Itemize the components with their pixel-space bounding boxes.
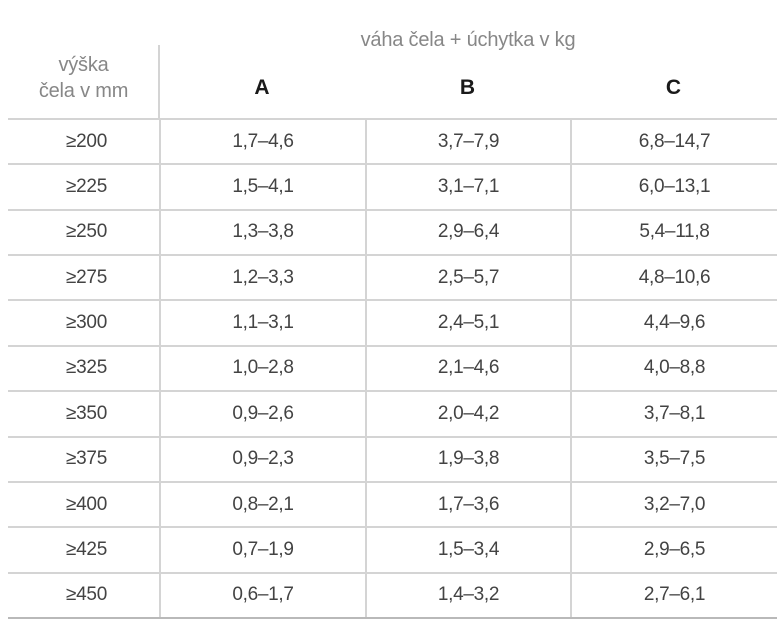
table-row: ≥200 1,7–4,6 3,7–7,9 6,8–14,7 [8, 120, 777, 166]
row-height-label: ≥275 [66, 266, 107, 288]
weight-range-cell: 0,9–2,3 [159, 437, 365, 481]
weight-range-cell: 5,4–11,8 [570, 210, 777, 255]
column-header-b: B [459, 76, 476, 99]
weight-range-cell: 3,7–8,1 [570, 392, 777, 436]
row-header-line2: čela v mm [38, 80, 129, 102]
table-row: ≥375 0,9–2,3 1,9–3,8 3,5–7,5 [8, 437, 777, 483]
row-height-label: ≥425 [66, 538, 107, 560]
weight-range-cell: 3,2–7,0 [570, 482, 777, 527]
row-header-title: výška čela v mm [8, 0, 159, 118]
row-height-label: ≥375 [66, 448, 107, 470]
table-row: ≥450 0,6–1,7 1,4–3,2 2,7–6,1 [8, 573, 777, 619]
row-header-line1: výška [58, 54, 109, 76]
row-height-label: ≥250 [66, 221, 107, 243]
weight-range-cell: 1,9–3,8 [365, 437, 570, 481]
group-header-title: váha čela + úchytka v kg [360, 29, 576, 51]
weight-range-cell: 2,1–4,6 [365, 346, 570, 391]
table-row: ≥400 0,8–2,1 1,7–3,6 3,2–7,0 [8, 482, 777, 529]
column-header-c: C [665, 76, 682, 99]
table-header: výška čela v mm váha čela + úchytka v kg… [8, 0, 777, 118]
weight-range-cell: 1,3–3,8 [159, 210, 365, 255]
row-height-label: ≥325 [66, 357, 107, 379]
weight-range-cell: 4,8–10,6 [570, 256, 777, 300]
weight-range-cell: 1,5–3,4 [365, 528, 570, 572]
column-group-area: váha čela + úchytka v kg A B C [159, 0, 777, 118]
weight-range-cell: 2,9–6,4 [365, 210, 570, 255]
weight-range-cell: 2,0–4,2 [365, 392, 570, 436]
row-height-label: ≥225 [66, 176, 107, 198]
weight-range-cell: 3,1–7,1 [365, 165, 570, 209]
table-row: ≥325 1,0–2,8 2,1–4,6 4,0–8,8 [8, 346, 777, 393]
weight-range-cell: 3,7–7,9 [365, 120, 570, 164]
row-height-label: ≥400 [66, 493, 107, 515]
weight-range-cell: 1,5–4,1 [159, 165, 365, 209]
weight-range-cell: 1,2–3,3 [159, 256, 365, 300]
table-row: ≥225 1,5–4,1 3,1–7,1 6,0–13,1 [8, 165, 777, 211]
table-body: ≥200 1,7–4,6 3,7–7,9 6,8–14,7 ≥225 1,5–4,1 3,1… [8, 118, 777, 619]
header-column-divider [158, 45, 160, 118]
front-weight-table: výška čela v mm váha čela + úchytka v kg… [8, 0, 777, 619]
weight-range-cell: 4,0–8,8 [570, 346, 777, 391]
weight-range-cell: 1,7–4,6 [159, 120, 365, 164]
row-height-label: ≥450 [66, 584, 107, 606]
row-height-label: ≥350 [66, 402, 107, 424]
weight-range-cell: 1,7–3,6 [365, 482, 570, 527]
row-height-label: ≥200 [66, 130, 107, 152]
weight-range-cell: 2,4–5,1 [365, 301, 570, 345]
weight-range-cell: 4,4–9,6 [570, 301, 777, 345]
weight-range-cell: 1,0–2,8 [159, 346, 365, 391]
weight-range-cell: 0,9–2,6 [159, 392, 365, 436]
weight-range-cell: 2,5–5,7 [365, 256, 570, 300]
weight-range-cell: 1,4–3,2 [365, 573, 570, 617]
column-letters-row: A B C [159, 58, 777, 118]
table-row: ≥250 1,3–3,8 2,9–6,4 5,4–11,8 [8, 210, 777, 257]
column-header-a: A [254, 76, 270, 99]
table-row: ≥425 0,7–1,9 1,5–3,4 2,9–6,5 [8, 528, 777, 574]
weight-range-cell: 6,8–14,7 [570, 120, 777, 164]
weight-range-cell: 3,5–7,5 [570, 437, 777, 481]
table-row: ≥300 1,1–3,1 2,4–5,1 4,4–9,6 [8, 301, 777, 347]
weight-range-cell: 1,1–3,1 [159, 301, 365, 345]
table-row: ≥275 1,2–3,3 2,5–5,7 4,8–10,6 [8, 256, 777, 302]
weight-range-cell: 0,8–2,1 [159, 482, 365, 527]
weight-range-cell: 2,7–6,1 [570, 573, 777, 617]
row-height-label: ≥300 [66, 312, 107, 334]
weight-range-cell: 0,6–1,7 [159, 573, 365, 617]
table-row: ≥350 0,9–2,6 2,0–4,2 3,7–8,1 [8, 392, 777, 438]
weight-range-cell: 0,7–1,9 [159, 528, 365, 572]
weight-range-cell: 2,9–6,5 [570, 528, 777, 572]
weight-range-cell: 6,0–13,1 [570, 165, 777, 209]
